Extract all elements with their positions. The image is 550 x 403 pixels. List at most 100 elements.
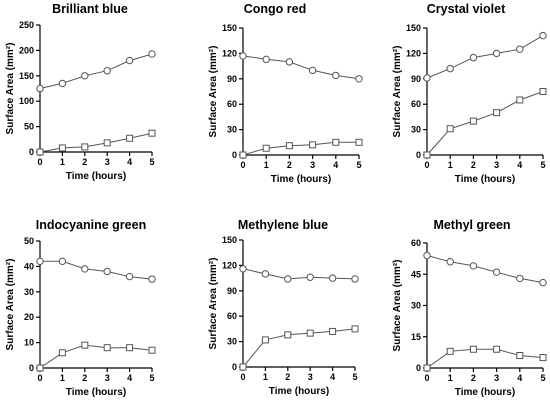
circle-data-point — [332, 71, 340, 80]
y-tick-label: 20 — [24, 312, 34, 322]
square-data-point — [493, 109, 501, 117]
panel-title: Crystal violet — [427, 2, 506, 16]
x-tick-label: 5 — [149, 157, 154, 167]
circle-data-point — [469, 53, 478, 62]
y-tick-label: 0 — [232, 362, 237, 372]
panel-indocyanine-green: Indocyanine green 0 10 20 30 40 50 0 1 2 3 4 5 Time … — [5, 218, 156, 398]
square-data-point — [329, 327, 337, 335]
square-data-point — [148, 346, 156, 354]
square-data-point — [36, 364, 44, 372]
square-data-point — [126, 344, 134, 352]
circle-data-point — [446, 64, 454, 73]
x-tick-label: 0 — [424, 160, 429, 170]
x-axis-label: Time (hours) — [455, 387, 515, 398]
panel-title: Methyl green — [433, 218, 510, 232]
x-tick-label: 1 — [60, 373, 65, 383]
y-tick-label: 90 — [227, 286, 237, 296]
square-data-point — [81, 341, 89, 349]
x-tick-label: 2 — [82, 157, 87, 167]
y-tick-label: 10 — [24, 338, 34, 348]
square-data-point — [261, 336, 269, 344]
circle-data-point — [239, 265, 247, 273]
square-data-point — [539, 88, 547, 95]
y-tick-label: 90 — [411, 74, 421, 84]
y-axis-label: Surface Area (mm²) — [5, 43, 16, 135]
x-tick-label: 3 — [494, 160, 499, 170]
x-tick-label: 5 — [540, 160, 545, 170]
square-data-point — [309, 141, 317, 149]
circle-series-line — [242, 55, 360, 80]
circle-data-point — [148, 50, 156, 58]
y-tick-label: 60 — [227, 99, 237, 109]
circle-series-line — [426, 255, 544, 284]
y-tick-label: 250 — [19, 20, 34, 30]
circle-data-point — [355, 75, 363, 83]
x-tick-label: 0 — [240, 372, 245, 382]
square-data-point — [81, 143, 89, 151]
circle-data-point — [308, 66, 317, 75]
x-tick-label: 3 — [105, 373, 110, 383]
y-tick-label: 0 — [232, 150, 237, 160]
y-axis-label: Surface Area (mm²) — [5, 259, 16, 351]
circle-series-line — [242, 268, 356, 280]
x-axis-label: Time (hours) — [271, 174, 331, 185]
y-tick-label: 150 — [19, 71, 34, 81]
panel-methylene-blue: Methylene blue 0 30 60 90 120 150 0 1 2 3 4 5 Time (… — [208, 218, 359, 397]
y-tick-label: 15 — [411, 332, 421, 342]
x-tick-label: 4 — [333, 160, 338, 170]
y-tick-label: 30 — [24, 287, 34, 297]
panel-title: Indocyanine green — [36, 218, 146, 232]
square-series-line — [242, 141, 359, 156]
square-data-point — [58, 349, 66, 357]
circle-data-point — [423, 74, 431, 82]
square-data-point — [332, 138, 340, 146]
y-tick-label: 120 — [222, 260, 237, 270]
x-tick-label: 4 — [127, 373, 132, 383]
y-tick-label: 150 — [222, 23, 237, 33]
x-tick-label: 2 — [471, 160, 476, 170]
y-tick-label: 50 — [24, 236, 34, 246]
y-axis-label: Surface Area (mm²) — [392, 260, 403, 352]
circle-data-point — [58, 79, 67, 88]
circle-data-point — [58, 257, 67, 266]
square-series-line — [426, 91, 544, 156]
x-tick-label: 5 — [149, 373, 154, 383]
y-tick-label: 0 — [416, 150, 421, 160]
circle-series-line — [426, 35, 544, 79]
circle-data-point — [81, 265, 89, 273]
x-tick-label: 1 — [448, 160, 453, 170]
square-data-point — [148, 129, 156, 137]
square-data-point — [446, 125, 454, 133]
square-data-point — [446, 347, 454, 355]
x-axis-label: Time (hours) — [66, 171, 126, 182]
y-tick-label: 30 — [227, 125, 237, 135]
square-data-point — [539, 354, 547, 362]
y-tick-label: 0 — [29, 363, 34, 373]
circle-data-point — [285, 58, 294, 66]
x-tick-label: 1 — [60, 157, 65, 167]
y-axis-label: Surface Area (mm²) — [392, 46, 403, 138]
y-axis-label: Surface Area (mm²) — [208, 258, 219, 350]
y-tick-label: 60 — [411, 99, 421, 109]
circle-data-point — [103, 67, 111, 75]
x-tick-label: 3 — [310, 160, 315, 170]
x-tick-label: 0 — [424, 373, 429, 383]
square-data-point — [36, 148, 44, 156]
x-tick-label: 4 — [517, 160, 522, 170]
x-tick-label: 4 — [127, 157, 132, 167]
circle-data-point — [239, 52, 247, 60]
circle-data-point — [423, 251, 431, 260]
square-data-point — [423, 151, 431, 159]
square-data-point — [516, 96, 524, 104]
y-tick-label: 45 — [411, 269, 421, 279]
x-tick-label: 5 — [540, 373, 545, 383]
circle-data-point — [516, 274, 524, 283]
circle-data-point — [539, 278, 547, 287]
square-data-point — [262, 144, 270, 152]
square-data-point — [284, 331, 292, 339]
circle-data-point — [125, 272, 134, 281]
circle-data-point — [516, 45, 524, 53]
circle-data-point — [262, 55, 270, 64]
y-tick-label: 60 — [411, 238, 421, 248]
circle-data-point — [36, 257, 44, 266]
